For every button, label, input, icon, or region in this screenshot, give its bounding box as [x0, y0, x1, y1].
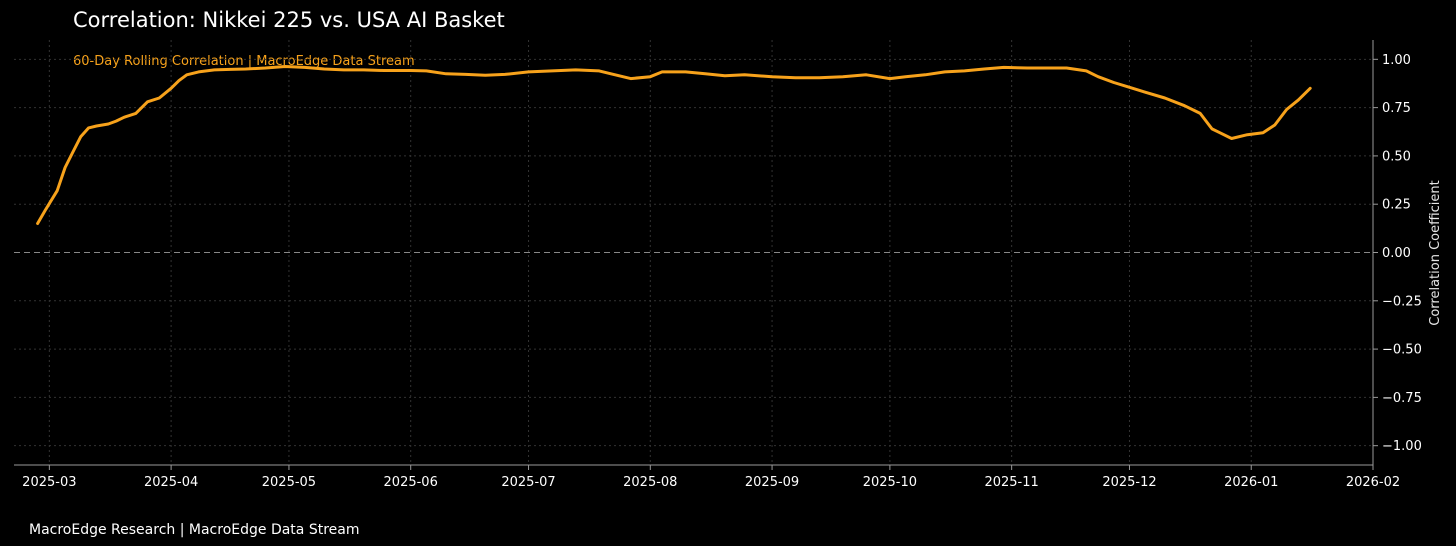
chart-subtitle: 60-Day Rolling Correlation | MacroEdge D… [73, 54, 415, 69]
x-tick-label: 2025-06 [384, 475, 438, 490]
y-tick-label: 0.25 [1382, 198, 1411, 213]
y-tick-label: −0.25 [1382, 294, 1422, 309]
y-tick-label: 0.50 [1382, 149, 1411, 164]
x-tick-label: 2025-07 [501, 475, 555, 490]
y-tick-label: −1.00 [1382, 439, 1422, 454]
x-tick-label: 2025-05 [262, 475, 316, 490]
y-tick-label: 0.00 [1382, 246, 1411, 261]
y-tick-label: 0.75 [1382, 101, 1411, 116]
x-tick-label: 2025-09 [745, 475, 799, 490]
series-layer [36, 65, 1312, 225]
footer-credit: MacroEdge Research | MacroEdge Data Stre… [29, 522, 359, 538]
axes [14, 40, 1378, 470]
x-tick-label: 2025-11 [984, 475, 1038, 490]
x-tick-label: 2026-02 [1346, 475, 1400, 490]
chart-title: Correlation: Nikkei 225 vs. USA AI Baske… [73, 8, 505, 32]
x-tick-label: 2026-01 [1224, 475, 1278, 490]
y-tick-label: −0.75 [1382, 391, 1422, 406]
x-tick-label: 2025-03 [22, 475, 76, 490]
y-tick-labels: 1.00 0.75 0.50 0.25 0.00 −0.25 −0.50 −0.75 −1.00 [1382, 53, 1422, 454]
grid-lines [14, 40, 1374, 465]
series-line [36, 65, 1312, 225]
x-tick-label: 2025-04 [144, 475, 198, 490]
x-tick-label: 2025-12 [1102, 475, 1156, 490]
x-tick-labels: 2025-03 2025-04 2025-05 2025-06 2025-07 2025-… [22, 475, 1400, 490]
y-tick-label: −0.50 [1382, 343, 1422, 358]
x-tick-label: 2025-10 [863, 475, 917, 490]
y-tick-label: 1.00 [1382, 53, 1411, 68]
x-tick-label: 2025-08 [623, 475, 677, 490]
y-axis-label: Correlation Coefficient [1428, 180, 1443, 326]
